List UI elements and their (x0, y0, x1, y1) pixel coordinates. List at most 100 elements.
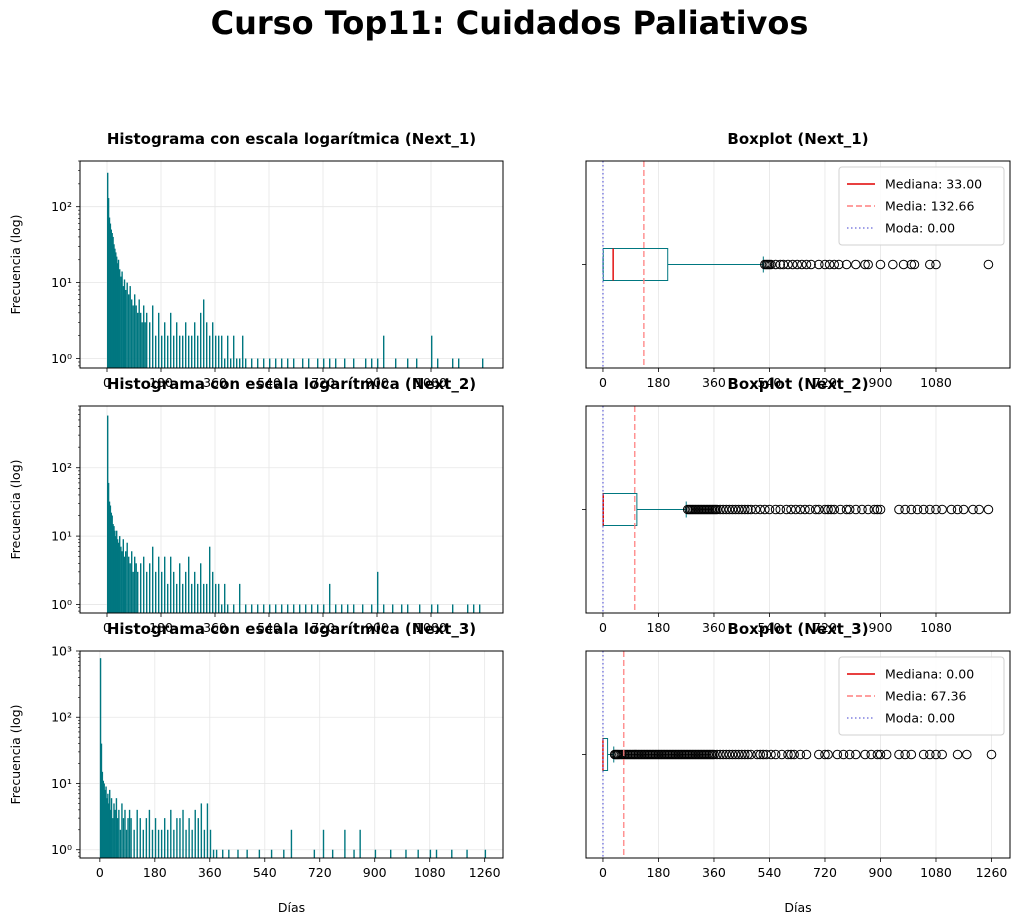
histogram-bar (311, 604, 313, 613)
outlier-point (814, 749, 824, 760)
x-tick-label: 720 (813, 865, 837, 880)
x-tick-label: 1080 (920, 620, 952, 635)
histogram-bar (188, 818, 190, 858)
x-tick-label: 1080 (415, 620, 447, 635)
histogram-bar (122, 286, 124, 368)
histogram-bar (451, 849, 453, 858)
histogram-bar (137, 312, 139, 368)
legend-frame (838, 166, 1005, 246)
x-tick-label: 360 (702, 865, 726, 880)
outlier-point (781, 504, 792, 515)
panel-5: 0 180 360 540 720 900 1080 1260 10⁰ 10¹ 10² 10³ Frec… (8, 620, 504, 915)
histogram-bar (323, 604, 325, 613)
outlier-point (826, 504, 836, 515)
histogram-bar (133, 829, 135, 858)
x-tick-label: 360 (203, 375, 227, 390)
histogram-bar (473, 604, 475, 613)
histogram-bar (203, 829, 206, 858)
histogram-bar (143, 305, 145, 368)
outlier-point (718, 749, 729, 760)
x-tick-label: 180 (149, 620, 173, 635)
histogram-bar (191, 583, 193, 613)
legend-entry: Moda: 0.00 (885, 221, 955, 236)
histogram-bar (365, 358, 367, 368)
outlier-point (810, 504, 821, 515)
histogram-bar (239, 583, 241, 613)
outlier-point (823, 749, 833, 760)
histogram-bar (293, 358, 295, 368)
legend-entry: Mediana: 0.00 (885, 667, 974, 682)
outlier-point (875, 259, 886, 270)
histogram-bar (221, 335, 223, 368)
outlier-point (755, 504, 766, 515)
histogram-bar (151, 829, 154, 858)
histogram-bar (110, 798, 113, 858)
histogram-bar (344, 829, 346, 858)
outlier-point (925, 504, 935, 515)
x-tick-label: 900 (869, 865, 893, 880)
histogram-bar (437, 358, 439, 368)
histogram-bar (251, 604, 253, 613)
outlier-point (851, 504, 861, 515)
histogram-bar (122, 539, 124, 613)
histogram-bar (131, 299, 133, 368)
outlier-point (918, 749, 929, 760)
histogram-bar (392, 604, 394, 613)
outlier-point (863, 504, 873, 515)
histogram-bar (114, 248, 116, 368)
legend-entry: Moda: 0.00 (885, 711, 955, 726)
outlier-point (857, 504, 867, 515)
histogram-bar (200, 563, 202, 613)
histogram-bar (135, 305, 137, 368)
outlier-point (958, 504, 969, 515)
outlier-point (824, 259, 835, 270)
outlier-point (974, 504, 984, 515)
outlier-point (721, 749, 732, 760)
histogram-bar (233, 604, 235, 613)
histogram-bar (329, 583, 331, 613)
outlier-point (823, 504, 833, 515)
histogram-bar (331, 849, 334, 858)
outlier-point (835, 504, 846, 515)
y-tick-label: 10² (51, 199, 72, 214)
outlier-point (860, 259, 870, 270)
outlier-point (770, 749, 781, 760)
histogram-bar (227, 335, 229, 368)
legend: Mediana: 33.00 Media: 132.66 Moda: 0.00 (838, 166, 1005, 246)
outlier-point (733, 504, 744, 515)
histogram-bar (161, 571, 163, 613)
histogram-bar (104, 789, 106, 858)
histogram-bar (233, 335, 235, 368)
histogram-bar (212, 849, 215, 858)
histogram-bar (149, 322, 151, 368)
histogram-bar (157, 829, 160, 858)
histogram-bar (108, 501, 111, 613)
histogram-bar (287, 358, 289, 368)
x-tick-label: 900 (365, 620, 389, 635)
histogram-bar (281, 358, 283, 368)
histogram-bar (206, 803, 209, 858)
histogram-bar (347, 604, 349, 613)
histogram-bar (407, 358, 409, 368)
histogram-bar (353, 849, 355, 858)
outlier-point (715, 749, 725, 760)
histogram-bar (120, 276, 122, 368)
x-tick-label: 540 (758, 375, 782, 390)
histogram-bar (275, 358, 277, 368)
histogram-bar (114, 809, 116, 858)
histogram-bar (383, 335, 385, 368)
histogram-bar (215, 849, 218, 858)
histogram-bar (371, 604, 373, 613)
outlier-point (770, 259, 781, 270)
histogram-bar (143, 556, 145, 613)
y-tick-label: 10⁰ (51, 351, 72, 366)
outlier-point (775, 504, 786, 515)
outlier-point (740, 504, 750, 515)
histogram-bar (107, 415, 109, 613)
histogram-bar (155, 335, 157, 368)
outlier-point (761, 749, 772, 760)
histogram-bar (113, 526, 115, 613)
histogram-bar (132, 305, 134, 368)
histogram-bar (131, 551, 133, 613)
